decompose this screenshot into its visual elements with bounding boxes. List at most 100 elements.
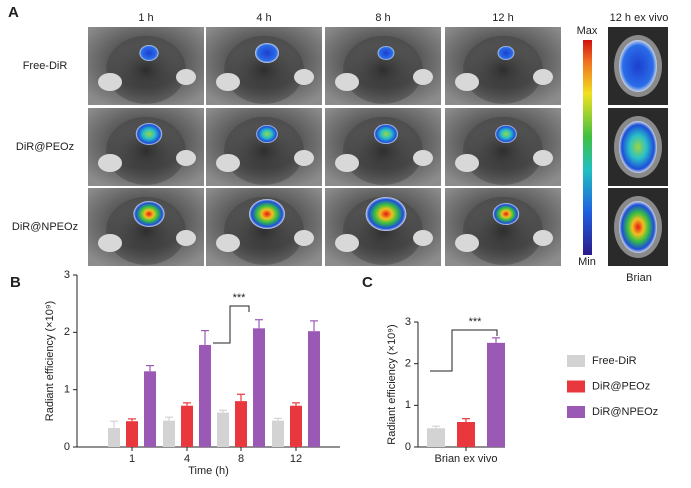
- legend-label: DiR@NPEOz: [592, 406, 658, 418]
- x-tick-label: Brian ex vivo: [435, 453, 498, 465]
- fluorescence: [249, 199, 285, 229]
- mouse-ear: [413, 150, 433, 166]
- y-tick-label: 0: [64, 441, 70, 453]
- mouse-head: [224, 116, 304, 185]
- bar: [427, 428, 445, 447]
- mouse-head: [463, 35, 543, 104]
- bar: [290, 405, 302, 447]
- y-tick-label: 2: [405, 358, 411, 370]
- column-label: 4 h: [256, 12, 271, 24]
- fluorescence: [139, 45, 159, 61]
- scale-max: Max: [577, 25, 598, 37]
- panel-label: A: [8, 4, 19, 21]
- fluorescence: [619, 121, 657, 173]
- bar: [163, 420, 175, 447]
- row-label: DiR@NPEOz: [12, 221, 78, 233]
- bar: [199, 344, 211, 447]
- legend-label: Free-DiR: [592, 355, 637, 367]
- mouse-head: [343, 116, 423, 185]
- fluorescence: [492, 203, 520, 225]
- mouse-ear: [176, 69, 196, 85]
- row-label: Free-DiR: [23, 60, 68, 72]
- legend-swatch: [567, 380, 585, 393]
- mouse-ear: [413, 230, 433, 246]
- mouse-head: [343, 35, 423, 104]
- bar: [253, 328, 265, 447]
- mouse-head: [224, 35, 304, 104]
- y-tick-label: 0: [405, 441, 411, 453]
- mouse-ear: [455, 234, 479, 252]
- mouse-ear: [533, 150, 553, 166]
- ex-vivo-label: Brian: [626, 272, 652, 284]
- significance-bracket: [430, 329, 498, 372]
- mouse-ear: [335, 234, 359, 252]
- bar: [487, 342, 505, 447]
- significance: ***: [469, 316, 483, 328]
- mouse-ear: [335, 154, 359, 172]
- column-label: 8 h: [375, 12, 390, 24]
- mouse-ear: [294, 230, 314, 246]
- bar: [181, 405, 193, 447]
- x-axis-title: Time (h): [188, 465, 229, 477]
- mouse-ear: [335, 73, 359, 91]
- mouse-ear: [294, 69, 314, 85]
- column-label: 1 h: [138, 12, 153, 24]
- significance: ***: [233, 292, 247, 304]
- panel-label: C: [362, 274, 373, 291]
- mouse-ear: [216, 154, 240, 172]
- y-tick-label: 3: [405, 316, 411, 328]
- significance-bracket: [213, 305, 250, 344]
- fluorescence: [255, 43, 279, 63]
- mouse-ear: [98, 234, 122, 252]
- mouse-ear: [455, 154, 479, 172]
- legend-label: DiR@PEOz: [592, 380, 650, 392]
- bar: [457, 422, 475, 447]
- y-axis-title: Radiant efficiency (×10⁹): [44, 301, 56, 421]
- fluorescence: [374, 124, 398, 144]
- bar: [217, 412, 229, 447]
- fluorescence: [497, 46, 515, 60]
- mouse-head: [463, 116, 543, 185]
- fluorescence: [495, 125, 517, 143]
- fluorescence: [135, 123, 163, 145]
- mouse-head: [106, 35, 186, 104]
- y-tick-label: 1: [405, 399, 411, 411]
- panel-label: B: [10, 274, 21, 291]
- mouse-ear: [455, 73, 479, 91]
- mouse-ear: [98, 154, 122, 172]
- row-label: DiR@PEOz: [16, 141, 74, 153]
- mouse-ear: [98, 73, 122, 91]
- column-label: 12 h: [492, 12, 513, 24]
- mouse-ear: [176, 150, 196, 166]
- bar: [144, 371, 156, 447]
- mouse-head: [463, 196, 543, 265]
- x-tick-label: 4: [184, 453, 190, 465]
- mouse-head: [106, 196, 186, 265]
- mouse-ear: [533, 230, 553, 246]
- mouse-ear: [176, 230, 196, 246]
- mouse-ear: [216, 73, 240, 91]
- y-axis-title: Radiant efficiency (×10⁹): [386, 324, 398, 444]
- mouse-head: [106, 116, 186, 185]
- mouse-ear: [413, 69, 433, 85]
- bar: [126, 421, 138, 447]
- y-tick-label: 3: [64, 269, 70, 281]
- x-tick-label: 12: [290, 453, 302, 465]
- mouse-ear: [294, 150, 314, 166]
- bar: [108, 428, 120, 447]
- bar: [235, 401, 247, 447]
- bar: [272, 420, 284, 447]
- color-scale: [583, 40, 592, 255]
- mouse-ear: [216, 234, 240, 252]
- ex-vivo-title: 12 h ex vivo: [610, 12, 669, 24]
- scale-min: Min: [578, 256, 596, 268]
- fluorescence: [619, 40, 657, 92]
- fluorescence: [365, 197, 407, 231]
- bar: [308, 331, 320, 447]
- mouse-ear: [533, 69, 553, 85]
- x-tick-label: 1: [129, 453, 135, 465]
- y-tick-label: 1: [64, 384, 70, 396]
- y-tick-label: 2: [64, 326, 70, 338]
- fluorescence: [256, 125, 278, 143]
